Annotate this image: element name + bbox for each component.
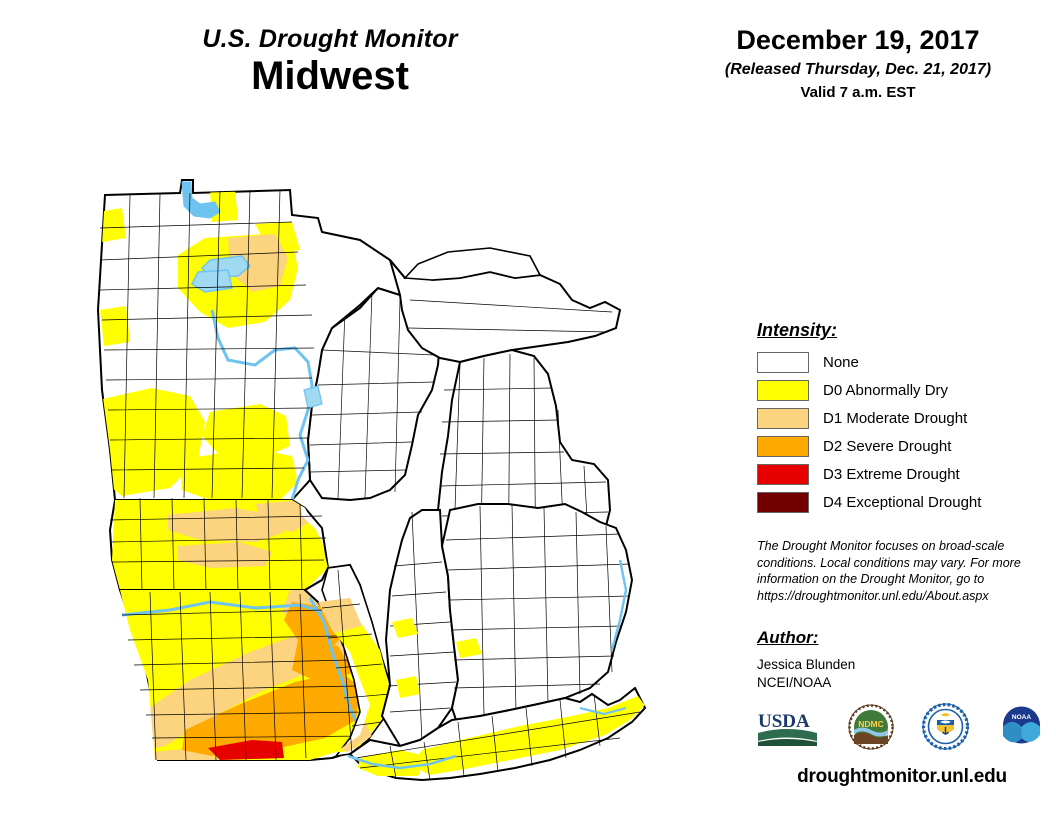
legend-item-d1[interactable]: D1 Moderate Drought: [757, 406, 1047, 430]
website-url[interactable]: droughtmonitor.unl.edu: [797, 766, 1007, 787]
legend-label-d1: D1 Moderate Drought: [823, 409, 968, 427]
legend-label-d0: D0 Abnormally Dry: [823, 381, 949, 399]
legend-item-d3[interactable]: D3 Extreme Drought: [757, 462, 1047, 486]
legend-label-d3: D3 Extreme Drought: [823, 465, 960, 483]
svg-text:NDMC: NDMC: [858, 719, 884, 729]
author-affiliation: NCEI/NOAA: [757, 675, 832, 691]
svg-text:NOAA: NOAA: [1012, 714, 1031, 721]
minnesota-water: [181, 181, 323, 501]
release-date: (Released Thursday, Dec. 21, 2017): [724, 60, 992, 78]
legend-item-none[interactable]: None: [757, 350, 1047, 374]
scattered-d0-patches: [392, 618, 482, 698]
ndmc-logo[interactable]: NDMC: [847, 703, 894, 755]
swatch-d1: [757, 407, 809, 429]
svg-text:USDA: USDA: [758, 711, 810, 732]
valid-date: December 19, 2017: [736, 25, 980, 55]
valid-time: Valid 7 a.m. EST: [800, 83, 916, 101]
legend-label-d2: D2 Severe Drought: [823, 437, 952, 455]
legend-item-d2[interactable]: D2 Severe Drought: [757, 434, 1047, 458]
missouri-water: [121, 597, 362, 731]
legend-item-d0[interactable]: D0 Abnormally Dry: [757, 378, 1047, 402]
product-title: U.S. Drought Monitor: [202, 25, 458, 53]
disclaimer-text: The Drought Monitor focuses on broad-sca…: [757, 539, 1021, 603]
drought-map-svg: [96, 179, 647, 782]
state-ohio: [440, 502, 634, 722]
swatch-d0: [757, 379, 809, 401]
author-block: Author: Jessica Blunden NCEI/NOAA: [757, 628, 1037, 692]
kentucky-drought-overlay: [358, 696, 645, 776]
map-title-block: U.S. Drought Monitor Midwest: [0, 25, 660, 99]
partner-logos: USDA NDMC: [757, 702, 1045, 755]
region-title: Midwest: [251, 54, 409, 99]
state-missouri: [118, 589, 374, 761]
author-heading: Author:: [757, 628, 819, 647]
great-lakes: [403, 247, 542, 281]
state-kentucky: [348, 686, 647, 782]
usda-logo[interactable]: USDA: [757, 707, 819, 752]
legend-label-none: None: [823, 353, 859, 371]
state-minnesota: [96, 179, 407, 501]
author-name: Jessica Blunden: [757, 657, 856, 672]
iowa-drought-overlay: [112, 500, 328, 590]
commerce-seal-logo[interactable]: [922, 702, 970, 755]
swatch-d2: [757, 435, 809, 457]
map-rivers: [347, 559, 628, 770]
legend-label-d4: D4 Exceptional Drought: [823, 493, 982, 511]
legend-title: Intensity:: [757, 320, 838, 340]
legend-item-d4[interactable]: D4 Exceptional Drought: [757, 490, 1047, 514]
midwest-drought-map: [60, 160, 750, 790]
swatch-d4: [757, 491, 809, 513]
noaa-logo[interactable]: NOAA: [998, 705, 1045, 754]
intensity-legend: Intensity: None D0 Abnormally Dry D1 Mod…: [757, 320, 1047, 518]
date-block: December 19, 2017 (Released Thursday, De…: [660, 25, 1056, 101]
swatch-d3: [757, 463, 809, 485]
state-wisconsin: [306, 286, 442, 502]
swatch-none: [757, 351, 809, 373]
state-iowa: [108, 497, 330, 591]
